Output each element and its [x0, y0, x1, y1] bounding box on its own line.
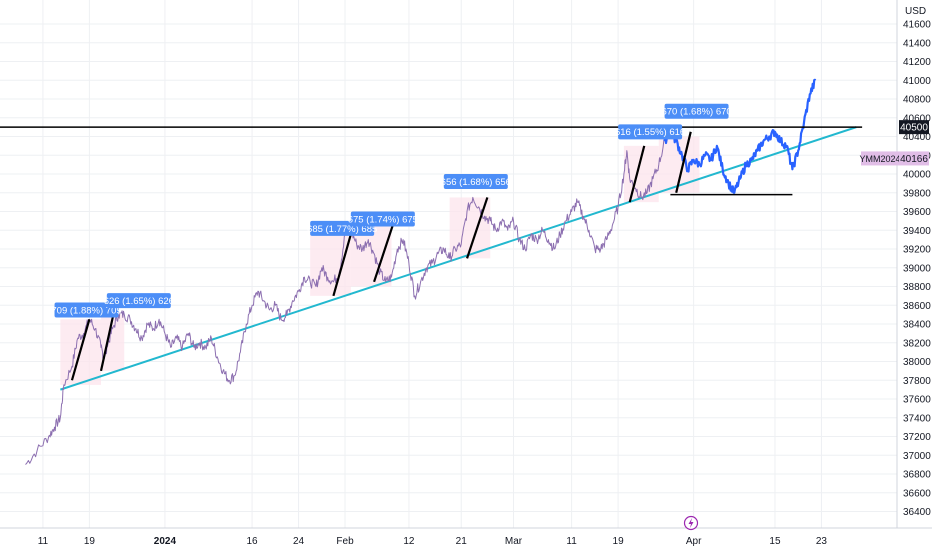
impulse-line[interactable] [99, 309, 116, 372]
impulse-line[interactable] [675, 131, 692, 194]
horizontal-levels-layer [0, 126, 863, 196]
y-tick-label: 41600 [903, 20, 931, 31]
time-axis[interactable]: 11 19 2024 16 24 Feb 12 21 Mar 11 19 Apr 15 23 [0, 527, 932, 547]
callout-box [54, 302, 119, 318]
y-tick-label: 38800 [903, 282, 931, 293]
callout-label: 656 (1.68%) 656 [441, 177, 511, 188]
x-tick-label: 2024 [154, 536, 177, 547]
x-tick-label: Mar [505, 536, 523, 547]
callout-label: 685 (1.77%) 685 [307, 224, 377, 235]
y-tick-label: 36800 [903, 470, 931, 481]
x-tick-label: 16 [247, 536, 259, 547]
y-tick-label: 39800 [903, 188, 931, 199]
y-tick-label: 38000 [903, 357, 931, 368]
y-tick-label: 40000 [903, 170, 931, 181]
x-tick-label: 21 [456, 536, 468, 547]
y-tick-label: 37000 [903, 451, 931, 462]
callout-label: 670 (1.68%) 670 [661, 107, 731, 118]
x-tick-label: 11 [566, 536, 577, 547]
y-tick-label: 40600 [903, 113, 931, 124]
y-tick-label: 38600 [903, 301, 931, 312]
axis-badges: 40500 YMM2024 40166 [859, 120, 929, 166]
y-tick-label: 39600 [903, 207, 931, 218]
impulse-line[interactable] [465, 197, 489, 259]
x-tick-label: 11 [38, 536, 49, 547]
y-tick-label: 40400 [903, 132, 931, 143]
y-tick-label: 38200 [903, 338, 931, 349]
x-tick-label: Feb [336, 536, 354, 547]
callout-box [618, 124, 683, 140]
price-axis[interactable]: USD 36400 36600 36800 37000 37200 37400 37600 3… [896, 0, 931, 528]
y-tick-label: 37200 [903, 432, 931, 443]
impulse-lines-layer [70, 131, 692, 381]
symbol-label: YMM2024 [859, 154, 900, 164]
shaded-zone [101, 314, 125, 371]
x-tick-label: 12 [403, 536, 415, 547]
level-price-label: 40500 [900, 123, 928, 134]
y-tick-label: 40800 [903, 95, 931, 106]
y-tick-label: 38400 [903, 320, 931, 331]
x-tick-label: 19 [613, 536, 625, 547]
callout-label: 675 (1.74%) 675 [348, 214, 418, 225]
callout-label: 616 (1.55%) 616 [615, 127, 685, 138]
y-tick-label: 37600 [903, 395, 931, 406]
currency-label: USD [905, 6, 926, 17]
y-tick-label: 39400 [903, 226, 931, 237]
y-tick-label: 39200 [903, 245, 931, 256]
last-price-label: 40166 [900, 154, 928, 165]
trendline[interactable] [60, 126, 857, 391]
callout-label: 709 (1.88%) 709 [51, 305, 121, 316]
callout-box [443, 174, 508, 189]
callout-box [664, 103, 729, 119]
impulse-line[interactable] [70, 319, 91, 381]
callout-box [350, 211, 415, 227]
grid-layer [0, 0, 897, 528]
x-tick-label: 19 [84, 536, 96, 547]
level-price-badge [899, 120, 929, 135]
x-tick-label: 24 [293, 536, 305, 547]
y-tick-label: 36400 [903, 507, 931, 518]
y-tick-label: 37800 [903, 376, 931, 387]
x-tick-label: 23 [816, 536, 828, 547]
y-tick-label: 41000 [903, 76, 931, 87]
shaded-zones [60, 136, 700, 385]
projection-series-line[interactable] [663, 78, 817, 194]
trendline-layer [60, 126, 857, 391]
y-tick-label: 39000 [903, 263, 931, 274]
impulse-line[interactable] [373, 225, 394, 283]
callout-label: 626 (1.65%) 626 [104, 296, 174, 307]
callout-box [106, 293, 171, 309]
last-price-badge [899, 151, 929, 166]
symbol-badge [861, 151, 899, 166]
lightning-icon[interactable] [683, 515, 699, 531]
y-tick-label: 41400 [903, 38, 931, 49]
x-tick-label: Apr [686, 536, 702, 547]
y-tick-label: 37400 [903, 413, 931, 424]
y-tick-label: 36600 [903, 488, 931, 499]
y-tick-label: 41200 [903, 57, 931, 68]
x-tick-label: 15 [769, 536, 781, 547]
impulse-line[interactable] [628, 145, 646, 203]
impulse-line[interactable] [332, 229, 354, 297]
